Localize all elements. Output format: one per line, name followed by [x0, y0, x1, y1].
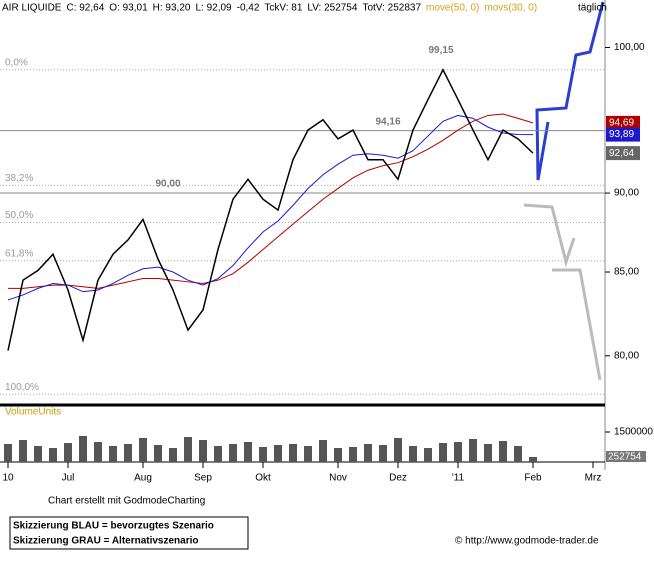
- fib-label: 100,0%: [5, 382, 39, 393]
- volume-bar: [184, 437, 192, 462]
- annotation: 99,15: [428, 45, 453, 56]
- y-tick-label: 85,00: [614, 267, 639, 278]
- legend-entry: move(50, 0): [426, 3, 479, 14]
- volume-bar: [79, 436, 87, 462]
- x-tick-label: 10: [2, 473, 14, 484]
- volume-bar: [334, 448, 342, 462]
- price-line: [7, 68, 534, 351]
- volume-bar: [364, 444, 372, 462]
- x-tick-label: Mrz: [585, 473, 602, 484]
- note-grey: Skizzierung GRAU = Alternativszenario: [13, 536, 199, 547]
- price-tag: 94,69: [609, 118, 634, 129]
- interval: täglich: [578, 3, 607, 14]
- volume-bar: [124, 444, 132, 462]
- header-item: H: 93,20: [153, 3, 191, 14]
- volume-bar: [139, 438, 147, 462]
- volume-bar: [244, 442, 252, 462]
- x-tick-label: Feb: [524, 473, 542, 484]
- annotation: 90,00: [155, 179, 180, 190]
- x-tick-label: Sep: [194, 473, 212, 484]
- volume-bar: [169, 448, 177, 462]
- header-item: AIR LIQUIDE: [2, 3, 62, 14]
- header-item: L: 92,09: [195, 3, 232, 14]
- header-item: TckV: 81: [264, 3, 302, 14]
- url: © http://www.godmode-trader.de: [455, 536, 599, 547]
- header-item: C: 92,64: [66, 3, 104, 14]
- volume-bar: [274, 445, 282, 462]
- fib-label: 38,2%: [5, 173, 33, 184]
- volume-tag-bg: [606, 451, 646, 462]
- header-item: LV: 252754: [307, 3, 357, 14]
- volume-bar: [454, 442, 462, 462]
- price-tag-bg: [606, 115, 640, 130]
- price-tag: 92,64: [609, 148, 634, 159]
- price-tag-bg: [606, 127, 640, 142]
- volume-tag: 252754: [608, 452, 642, 463]
- price-tag: 93,89: [609, 129, 634, 140]
- header-item: O: 93,01: [109, 3, 148, 14]
- y-tick-label: 90,00: [614, 188, 639, 199]
- volume-bar: [199, 440, 207, 462]
- volume-bar: [439, 443, 447, 462]
- volume-bar: [424, 448, 432, 462]
- volume-bar: [4, 444, 12, 462]
- volume-bar: [394, 438, 402, 462]
- volume-bar: [409, 446, 417, 462]
- y-tick-label: 100,00: [614, 42, 645, 53]
- volume-bar: [469, 439, 477, 462]
- volume-bar: [229, 444, 237, 462]
- credit: Chart erstellt mit GodmodeCharting: [48, 496, 205, 507]
- fib-label: 0,0%: [5, 57, 28, 68]
- x-tick-label: Nov: [329, 473, 347, 484]
- x-tick-label: Dez: [389, 473, 407, 484]
- volume-bar: [319, 440, 327, 462]
- scenario-grey: [552, 268, 602, 381]
- volume-bar: [109, 446, 117, 462]
- volume-bar: [94, 442, 102, 462]
- fib-label: 61,8%: [5, 248, 33, 259]
- volume-bar: [289, 444, 297, 462]
- volume-bar: [349, 447, 357, 462]
- fib-label: 50,0%: [5, 210, 33, 221]
- volume-bar: [19, 440, 27, 462]
- header-item: TotV: 252837: [362, 3, 421, 14]
- price-tag-bg: [606, 146, 640, 161]
- volume-bar: [259, 447, 267, 462]
- volume-tick-label: 1500000: [614, 427, 653, 438]
- volume-bar: [379, 445, 387, 462]
- volume-bar: [514, 446, 522, 462]
- volume-bar: [214, 446, 222, 462]
- volume-bar: [529, 456, 537, 462]
- x-tick-label: '11: [452, 473, 465, 484]
- x-tick-label: Aug: [134, 473, 152, 484]
- volume-bar: [34, 446, 42, 462]
- scenario-grey: [523, 203, 576, 268]
- legend-box: [9, 516, 249, 550]
- volume-bar: [499, 441, 507, 462]
- volume-title: VolumeUnits: [5, 407, 61, 418]
- volume-bar: [304, 446, 312, 462]
- volume-bar: [484, 444, 492, 462]
- y-tick-label: 80,00: [614, 350, 639, 361]
- annotation: 94,16: [375, 116, 400, 127]
- scenario-blue: [535, 1, 605, 181]
- x-tick-label: Okt: [255, 473, 271, 484]
- volume-bar: [64, 443, 72, 462]
- legend-entry: movs(30, 0): [484, 3, 537, 14]
- volume-bar: [49, 448, 57, 462]
- header-item: -0,42: [237, 3, 260, 14]
- volume-bar: [154, 445, 162, 462]
- note-blue: Skizzierung BLAU = bevorzugtes Szenario: [13, 521, 214, 532]
- x-tick-label: Jul: [62, 473, 75, 484]
